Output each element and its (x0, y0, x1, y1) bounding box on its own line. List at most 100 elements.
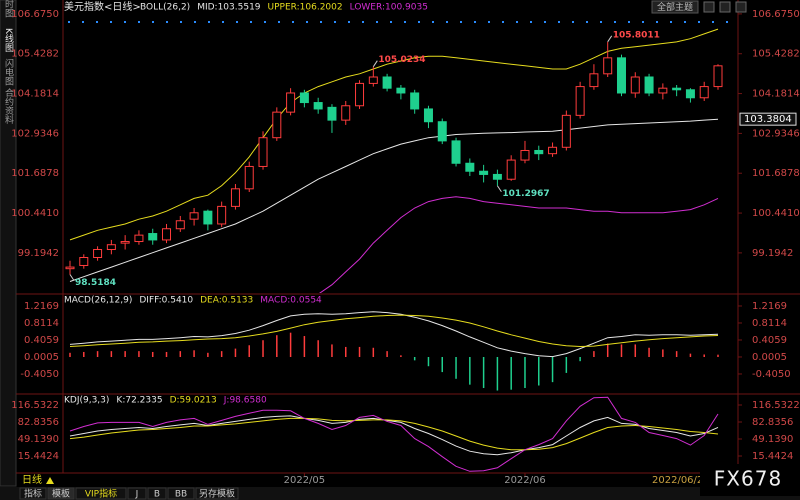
candle-body (534, 149, 544, 155)
high-annotation: 105.0234 (378, 55, 425, 65)
candle-body (65, 266, 75, 270)
bottom-tab[interactable] (195, 487, 239, 500)
y-tick-label: 104.1814 (11, 89, 59, 100)
candle-body (685, 89, 695, 99)
y-tick-label: 0.0005 (24, 352, 59, 363)
y-tick-label: 15.4424 (752, 451, 793, 462)
candle-body (368, 76, 378, 84)
candle-body (548, 146, 558, 155)
bottom-tab-label[interactable]: BB (175, 490, 187, 500)
low-annotation: 98.5184 (75, 278, 116, 288)
y-tick-label: 100.4410 (752, 208, 800, 219)
legend-text: DEA:0.5133 (200, 296, 253, 306)
y-tick-label: 1.2169 (24, 301, 59, 312)
candle-body (120, 241, 130, 244)
candle-body (451, 140, 461, 164)
y-tick-label: 104.1814 (752, 89, 800, 100)
candle-body (479, 170, 489, 175)
x-tick-label: 2022/05 (284, 475, 326, 486)
macd-histogram (69, 332, 719, 391)
y-tick-label: 0.4059 (24, 335, 59, 346)
watermark-bg (700, 464, 800, 496)
legend-text: KDJ(9,3,3) (64, 396, 109, 406)
legend-text: J:98.6580 (223, 396, 267, 406)
y-tick-label: 1.2169 (752, 301, 787, 312)
annotation-leader (607, 35, 613, 43)
candle-body (244, 165, 254, 190)
bottom-tab-label[interactable]: J (135, 490, 139, 500)
bottom-tab[interactable] (127, 487, 147, 500)
toolbar-icon[interactable] (719, 1, 731, 13)
candle-body (286, 92, 296, 113)
y-tick-label: 82.8356 (18, 417, 59, 428)
candle-body (189, 212, 199, 220)
candle-body (79, 256, 89, 266)
period-tab[interactable]: 日线 (22, 473, 42, 486)
toolbar-button[interactable] (651, 0, 699, 14)
candle-body (603, 57, 613, 75)
watermark: FX678 (714, 467, 782, 491)
indicator-line (69, 28, 719, 241)
y-tick-label: 105.4282 (11, 49, 59, 60)
legend-text: BOLL(26,2) (140, 3, 190, 13)
y-tick-label: 116.5322 (11, 400, 59, 411)
candle-body (575, 86, 585, 116)
candle-body (520, 149, 530, 161)
y-tick-label: 99.1942 (18, 248, 59, 259)
y-tick-label: 101.6878 (11, 168, 59, 179)
bottom-tab[interactable] (19, 487, 47, 500)
y-tick-label: 82.8356 (752, 417, 793, 428)
legend-text: D:59.0213 (170, 396, 217, 406)
bottom-tab[interactable] (47, 487, 75, 500)
candle-body (589, 73, 599, 88)
macd-legend: MACD(26,12,9) DIFF:0.5410 DEA:0.5133 MACD:0… (64, 296, 322, 306)
legend-text: UPPER:106.2002 (268, 3, 343, 13)
annotation-leader (69, 274, 75, 281)
y-tick-label: 101.6878 (752, 168, 800, 179)
candle-body (230, 188, 240, 207)
annotation-leader (496, 185, 502, 193)
candle-body (341, 105, 351, 121)
period-arrow (46, 477, 54, 484)
bottom-tab-label[interactable]: 模板 (52, 488, 70, 500)
candle-body (644, 76, 654, 94)
bottom-tab[interactable] (167, 487, 195, 500)
bottom-tab[interactable] (147, 487, 167, 500)
bottom-tab[interactable] (75, 487, 127, 500)
candle-body (217, 205, 227, 225)
y-tick-label: 49.1390 (18, 434, 59, 445)
indicator-line (69, 415, 719, 456)
legend-text: LOWER:100.9035 (350, 3, 428, 13)
candle-body (465, 162, 475, 172)
sidebar (0, 0, 17, 487)
bottom-tab-label[interactable]: 指标 (24, 488, 42, 500)
legend-text: MID:103.5519 (197, 3, 261, 13)
candle-body (313, 102, 323, 110)
candle-body (134, 234, 144, 243)
y-tick-label: 106.6750 (752, 9, 800, 20)
indicator-line (69, 417, 719, 451)
y-tick-label: 102.9346 (752, 128, 800, 139)
sidebar-tab[interactable]: K线图 (3, 28, 14, 53)
candle-body (396, 87, 406, 94)
toolbar-icon[interactable] (735, 1, 747, 13)
candle-body (299, 92, 309, 104)
sidebar-tab[interactable]: 合约资料 (3, 87, 14, 125)
sidebar-tab[interactable]: 分时图 (3, 0, 14, 18)
low-annotation: 101.2967 (502, 189, 549, 199)
x-tick-label: 2022/06 (504, 475, 546, 486)
indicator-line (319, 196, 719, 293)
boll-legend: BOLL(26,2) MID:103.5519 UPPER:106.2002 LOWE… (140, 3, 428, 13)
indicator-line (69, 118, 719, 282)
legend-text: DIFF:0.5410 (139, 296, 193, 306)
sidebar-tab[interactable]: 闪电图 (3, 58, 14, 86)
candle-body (616, 57, 626, 94)
bottom-tab-label[interactable]: VIP指标 (85, 488, 117, 500)
bottom-tab-label[interactable]: B (154, 490, 160, 500)
candle-body (148, 233, 158, 241)
y-tick-label: 15.4424 (18, 451, 59, 462)
bottom-tab-label[interactable]: 另存模板 (199, 488, 235, 500)
toolbar-icon[interactable] (703, 1, 715, 13)
